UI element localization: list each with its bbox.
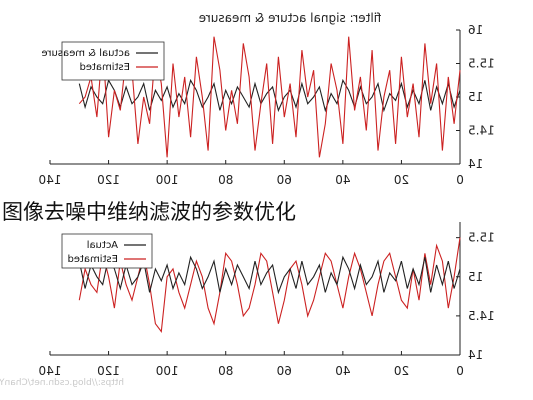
x-tick-label: 80	[218, 173, 233, 187]
x-tick-label: 60	[277, 173, 292, 187]
y-tick-label: 14	[468, 348, 483, 362]
x-tick-label: 140	[39, 173, 62, 187]
x-tick-label: 20	[394, 173, 409, 187]
x-tick-label: 140	[39, 364, 62, 378]
x-tick-label: 40	[335, 364, 350, 378]
x-tick-label: 100	[156, 173, 179, 187]
x-tick-label: 40	[335, 173, 350, 187]
series-line-actual	[78, 78, 461, 113]
watermark: https://blog.csdn.net/ChanYin	[0, 378, 124, 388]
x-tick-label: 0	[456, 364, 464, 378]
y-tick-label: 14.5	[468, 309, 495, 323]
overlay-caption: 图像去噪中维纳滤波的参数优化	[2, 196, 300, 226]
y-tick-label: 14.5	[468, 124, 495, 138]
x-tick-label: 0	[456, 173, 464, 187]
y-tick-label: 15	[468, 90, 483, 104]
chart-title: filter: signal acture & measure	[199, 11, 382, 25]
x-tick-label: 20	[394, 364, 409, 378]
y-tick-label: 16	[468, 23, 483, 37]
legend-box	[61, 41, 165, 81]
y-tick-label: 14	[468, 157, 483, 171]
x-tick-label: 60	[277, 364, 292, 378]
legend-label: actual & measure	[41, 48, 130, 59]
y-tick-label: 15	[468, 270, 483, 284]
x-tick-label: 120	[97, 364, 120, 378]
chart-panel-1: 0 20 40 60 80 100 120 140 14 14.5 15 15.5 16 filter: …	[39, 11, 495, 187]
legend-label: Estimated	[79, 62, 130, 73]
x-tick-label: 120	[97, 173, 120, 187]
x-tick-label: 100	[156, 364, 179, 378]
legend-label: Estimated	[67, 254, 118, 265]
legend-label: Actual	[87, 240, 118, 251]
series-line-estimated	[78, 36, 461, 158]
x-tick-label: 80	[218, 364, 233, 378]
y-tick-label: 15.5	[468, 231, 495, 245]
legend-box	[61, 233, 153, 269]
y-tick-label: 15.5	[468, 57, 495, 71]
chart-panel-2: 0 20 40 60 80 100 120 140 14 14.5 15 15.5 Actual Esti…	[39, 222, 495, 378]
